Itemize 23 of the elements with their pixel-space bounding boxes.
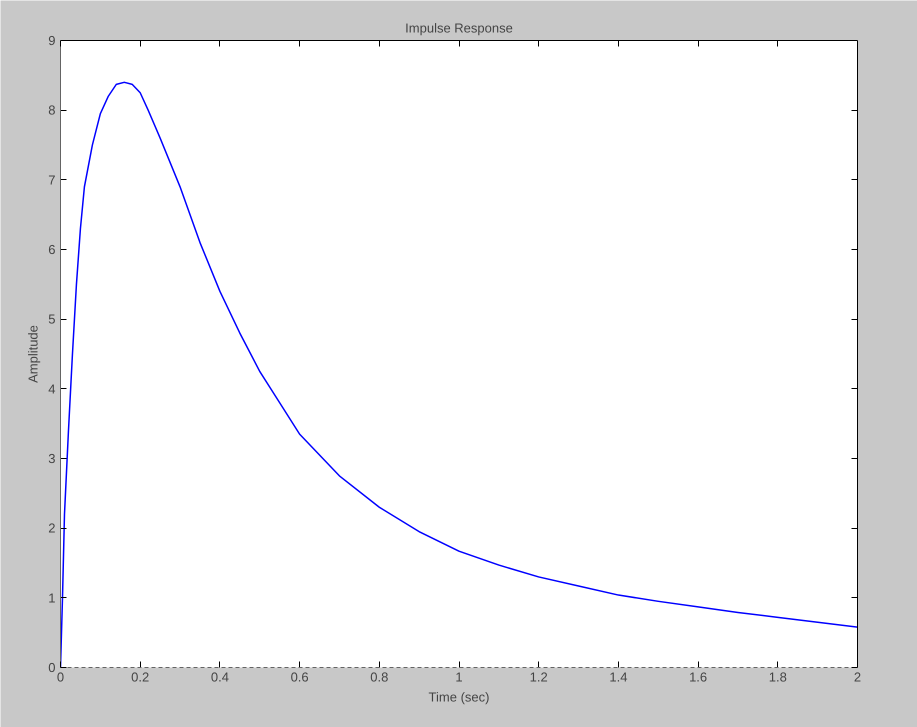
y-tick-label: 4 <box>48 381 56 396</box>
y-tick-label: 0 <box>48 660 56 675</box>
y-tick-label: 3 <box>48 451 56 466</box>
y-tick-label: 2 <box>48 520 56 536</box>
x-tick-label: 0.4 <box>210 670 229 684</box>
x-tick-label: 0.6 <box>290 670 309 684</box>
x-tick-label: 0.2 <box>131 670 150 684</box>
x-tick-label: 2 <box>854 670 862 684</box>
x-tick-label: 1 <box>455 670 463 684</box>
x-tick-label: 1.2 <box>530 670 548 684</box>
y-axis-title: Amplitude <box>25 325 40 383</box>
x-tick-label: 1.6 <box>689 670 708 684</box>
y-tick-label: 6 <box>48 242 56 257</box>
x-tick-label: 1.4 <box>609 670 628 684</box>
x-tick-label: 1.8 <box>768 670 787 684</box>
y-tick-label: 9 <box>48 33 56 48</box>
y-tick-label: 7 <box>48 172 56 188</box>
x-axis-title: Time (sec) <box>428 690 490 704</box>
y-tick-label: 5 <box>48 312 56 327</box>
y-tick-label: 1 <box>48 590 56 606</box>
x-tick-label: 0.8 <box>370 670 388 684</box>
chart-title: Impulse Response <box>405 20 513 36</box>
y-tick-label: 8 <box>48 102 56 118</box>
